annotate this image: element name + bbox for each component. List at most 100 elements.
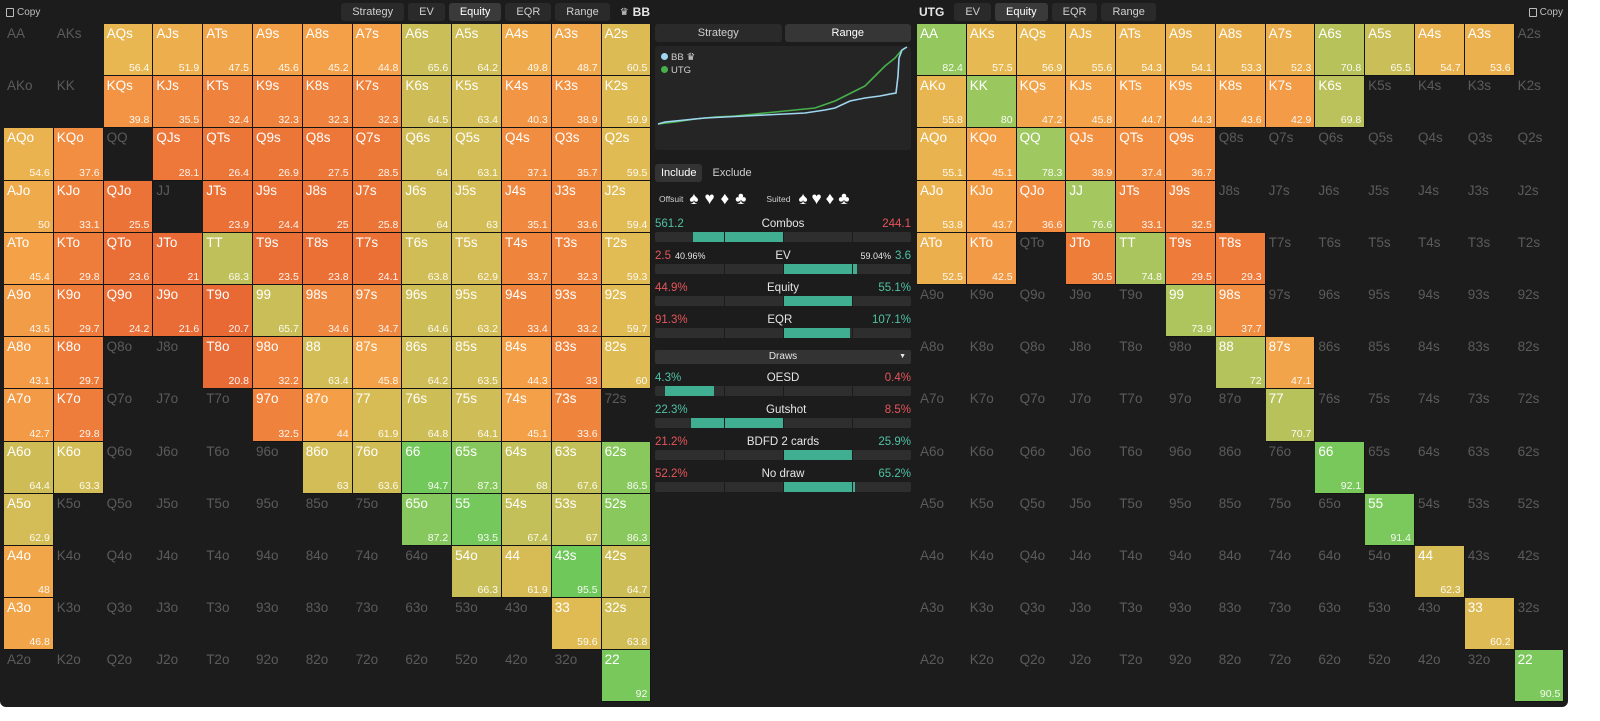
utg-hand-cell[interactable]: 98s 37.7 [1215,284,1266,338]
bb-hand-cell[interactable]: T3o [203,598,253,651]
utg-hand-cell[interactable]: KTo 42.5 [966,232,1017,285]
utg-hand-cell[interactable]: 77 70.7 [1265,389,1316,442]
bb-hand-cell[interactable]: 74s 45.1 [501,389,552,442]
suited-diamond-icon[interactable]: ♦ [825,189,834,208]
bb-hand-cell[interactable]: A4o 48 [4,545,54,599]
utg-hand-cell[interactable]: QJs 38.9 [1066,128,1117,181]
view-tab-range[interactable]: Range [784,24,911,42]
utg-hand-cell[interactable]: Q2o [1016,650,1067,703]
bb-hand-cell[interactable]: 75s 64.1 [452,389,502,442]
bb-hand-cell[interactable]: J5o [153,493,204,546]
bb-hand-cell[interactable]: J2o [153,650,204,703]
bb-hand-cell[interactable]: 32o [551,650,602,703]
bb-hand-cell[interactable]: J7s 25.8 [352,180,403,233]
utg-hand-cell[interactable]: 54s [1414,493,1465,546]
utg-hand-cell[interactable]: J5o [1066,493,1117,546]
bb-hand-cell[interactable]: A7s 44.8 [352,24,403,77]
utg-hand-cell[interactable]: 84o [1215,545,1266,599]
bb-hand-cell[interactable]: 88 63.4 [302,337,353,390]
utg-hand-cell[interactable]: 85o [1215,493,1266,546]
utg-hand-cell[interactable]: KJo 43.7 [966,180,1017,233]
utg-hand-cell[interactable]: A5o [917,493,967,546]
bb-hand-cell[interactable]: Q9o 24.2 [103,284,154,338]
bb-hand-cell[interactable]: T6s 63.8 [402,232,453,285]
utg-hand-cell[interactable]: Q4s [1414,128,1465,181]
utg-hand-cell[interactable]: T3s [1464,232,1515,285]
utg-hand-cell[interactable]: AJs 55.6 [1066,24,1117,77]
utg-hand-cell[interactable]: 63o [1315,598,1366,651]
bb-hand-cell[interactable]: K6s 64.5 [402,76,453,129]
bb-hand-cell[interactable]: 74o [352,545,403,599]
bb-hand-cell[interactable]: 95o [252,493,303,546]
utg-hand-cell[interactable]: K6o [966,441,1017,494]
bb-hand-cell[interactable]: 76o 63.6 [352,441,403,494]
bb-hand-cell[interactable]: T8o 20.8 [203,337,253,390]
utg-hand-cell[interactable]: 94o [1165,545,1216,599]
bb-hand-cell[interactable]: 62s 86.5 [601,441,652,494]
bb-hand-cell[interactable]: Q3o [103,598,154,651]
utg-hand-cell[interactable]: AQs 56.9 [1016,24,1067,77]
utg-hand-cell[interactable]: K7o [966,389,1017,442]
bb-hand-cell[interactable]: 99 65.7 [252,284,303,338]
utg-hand-cell[interactable]: J2s [1514,180,1565,233]
bb-hand-cell[interactable]: 55 93.5 [452,493,502,546]
bb-hand-cell[interactable]: 83o [302,598,353,651]
bb-tab-strategy[interactable]: Strategy [341,3,405,21]
bb-hand-cell[interactable]: QTo 23.6 [103,232,154,285]
bb-hand-cell[interactable]: J6o [153,441,204,494]
utg-hand-cell[interactable]: K4o [966,545,1017,599]
utg-hand-cell[interactable]: JTs 33.1 [1116,180,1166,233]
bb-hand-cell[interactable]: Q3s 35.7 [551,128,602,181]
suited-spade-icon[interactable]: ♠ [798,189,808,208]
utg-hand-cell[interactable]: Q5s [1365,128,1415,181]
utg-hand-cell[interactable]: T2o [1116,650,1166,703]
utg-hand-cell[interactable]: K7s 42.9 [1265,76,1316,129]
utg-hand-cell[interactable]: 98o [1165,337,1216,390]
utg-hand-cell[interactable]: 86s [1315,337,1366,390]
bb-hand-cell[interactable]: J9o 21.6 [153,284,204,338]
bb-hand-cell[interactable]: AQs 56.4 [103,24,154,77]
bb-hand-cell[interactable]: T6o [203,441,253,494]
bb-hand-cell[interactable]: 93s 33.2 [551,284,602,338]
utg-hand-cell[interactable]: 76o [1265,441,1316,494]
bb-hand-cell[interactable]: 64o [402,545,453,599]
bb-hand-cell[interactable]: T5o [203,493,253,546]
bb-hand-cell[interactable]: ATo 45.4 [4,232,54,285]
utg-hand-cell[interactable]: 32s [1514,598,1565,651]
utg-hand-cell[interactable]: AJo 53.8 [917,180,967,233]
utg-hand-cell[interactable]: 97o [1165,389,1216,442]
utg-hand-cell[interactable]: Q8o [1016,337,1067,390]
bb-hand-cell[interactable]: A4s 49.8 [501,24,552,77]
bb-hand-cell[interactable]: 22 92 [601,650,652,703]
utg-hand-cell[interactable]: 97s [1265,284,1316,338]
bb-hand-cell[interactable]: K8o 29.7 [53,337,104,390]
bb-hand-cell[interactable]: A8o 43.1 [4,337,54,390]
utg-hand-cell[interactable]: J6o [1066,441,1117,494]
utg-hand-cell[interactable]: 32o [1464,650,1515,703]
filter-tab-include[interactable]: Include [655,164,703,182]
utg-hand-cell[interactable]: 85s [1365,337,1415,390]
bb-tab-range[interactable]: Range [555,3,610,21]
utg-hand-cell[interactable]: J4s [1414,180,1465,233]
utg-hand-cell[interactable]: AKo 55.8 [917,76,967,129]
bb-hand-cell[interactable]: Q5s 63.1 [452,128,502,181]
bb-hand-cell[interactable]: Q7s 28.5 [352,128,403,181]
utg-hand-cell[interactable]: ATo 52.5 [917,232,967,285]
bb-hand-cell[interactable]: A3s 48.7 [551,24,602,77]
bb-hand-cell[interactable]: KQs 39.8 [103,76,154,129]
bb-hand-cell[interactable]: T4o [203,545,253,599]
utg-tab-eqr[interactable]: EQR [1051,3,1098,21]
bb-hand-cell[interactable]: 65o 87.2 [402,493,453,546]
view-tab-strategy[interactable]: Strategy [655,24,782,42]
utg-hand-cell[interactable]: AKs 57.5 [966,24,1017,77]
bb-hand-cell[interactable]: 66 94.7 [402,441,453,494]
utg-hand-cell[interactable]: 76s [1315,389,1366,442]
utg-hand-cell[interactable]: J2o [1066,650,1117,703]
utg-hand-cell[interactable]: K3o [966,598,1017,651]
bb-hand-cell[interactable]: 98s 34.6 [302,284,353,338]
utg-hand-cell[interactable]: 73s [1464,389,1515,442]
filter-tab-exclude[interactable]: Exclude [712,167,752,179]
utg-hand-cell[interactable]: Q9o [1016,284,1067,338]
utg-hand-cell[interactable]: T5o [1116,493,1166,546]
bb-hand-cell[interactable]: Q7o [103,389,154,442]
